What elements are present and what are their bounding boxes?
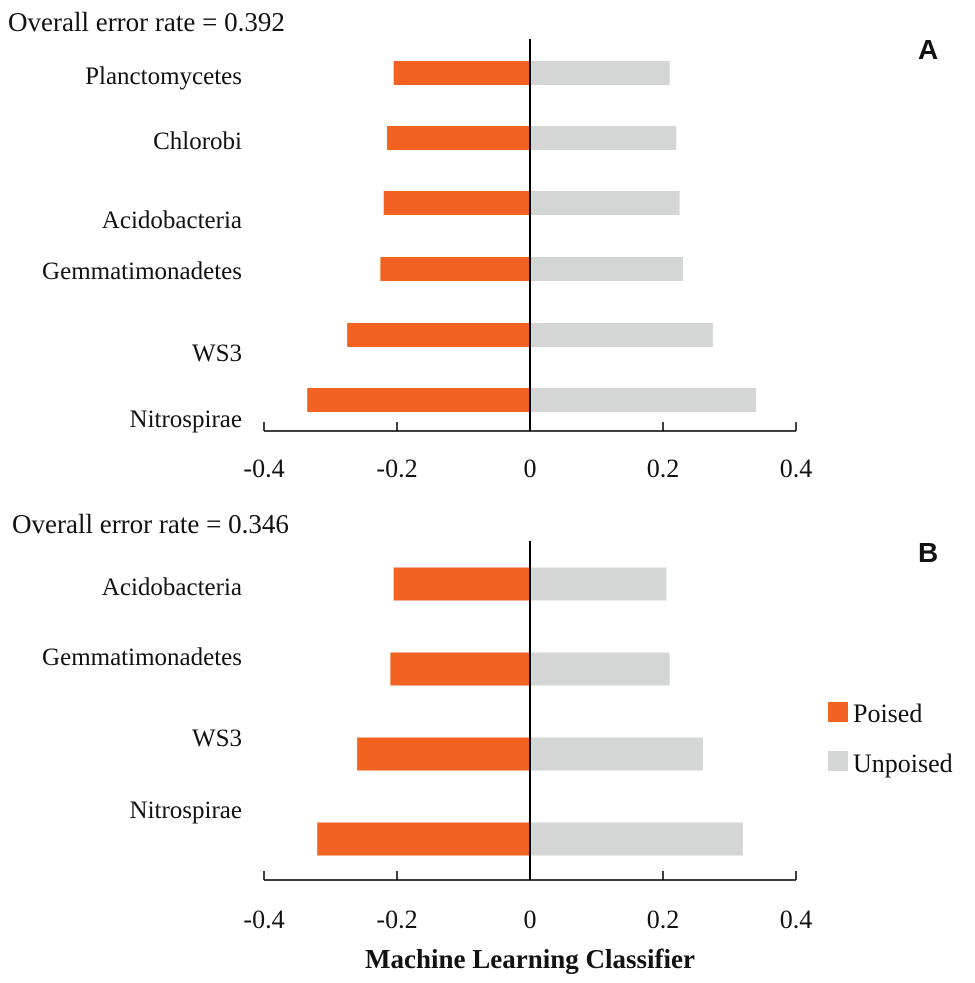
panel-b-category-label: Nitrospirae xyxy=(130,797,242,824)
panel-a-bar-poised-ws3 xyxy=(347,323,530,347)
panel-b-category-label: Acidobacteria xyxy=(102,574,242,601)
panel-b-label: B xyxy=(918,537,938,568)
panel-a-bar-unpoised-ws3 xyxy=(530,323,713,347)
legend-unpoised-swatch xyxy=(828,751,848,771)
panel-a-bar-poised-planctomycetes xyxy=(393,61,530,85)
panel-b-bar-poised-gemmatimonadetes xyxy=(390,652,530,686)
panel-b-x-tick-label: 0.2 xyxy=(647,905,680,934)
legend-poised-label: Poised xyxy=(853,699,922,728)
panel-b-x-tick-label: 0 xyxy=(524,905,537,934)
panel-b-x-tick-label: -0.2 xyxy=(376,905,417,934)
panel-a-bar-poised-chlorobi xyxy=(387,126,530,150)
panel-a-category-label: WS3 xyxy=(192,340,242,367)
panel-a-bar-unpoised-planctomycetes xyxy=(530,61,670,85)
panel-a-title: Overall error rate = 0.392 xyxy=(8,7,285,37)
panel-a-x-tick-label: 0.2 xyxy=(647,454,680,483)
panel-b-x-tick-label: -0.4 xyxy=(243,905,284,934)
panel-a-x-tick-label: 0.4 xyxy=(780,454,813,483)
panel-a-label: A xyxy=(918,34,938,65)
panel-b-bar-unpoised-gemmatimonadetes xyxy=(530,652,670,686)
panel-a-x-tick-label: -0.4 xyxy=(243,454,284,483)
panel-a-category-label: Gemmatimonadetes xyxy=(42,258,242,285)
panel-a-bar-poised-nitrospirae xyxy=(307,388,530,412)
panel-a-bar-unpoised-acidobacteria xyxy=(530,191,680,215)
panel-a-category-label: Planctomycetes xyxy=(85,63,242,90)
panel-a-bar-poised-acidobacteria xyxy=(383,191,530,215)
panel-a-x-tick-label: -0.2 xyxy=(376,454,417,483)
panel-a-category-label: Chlorobi xyxy=(153,128,242,155)
panel-b: Acidobacteria Gemmatimonadetes WS3 Nitrospi… xyxy=(42,541,812,934)
panel-b-category-label: Gemmatimonadetes xyxy=(42,644,242,671)
panel-b-bar-poised-acidobacteria xyxy=(393,567,530,601)
x-axis-title: Machine Learning Classifier xyxy=(365,944,695,974)
panel-a-category-label: Nitrospirae xyxy=(130,406,242,433)
legend: Poised Unpoised xyxy=(828,699,953,778)
panel-b-title: Overall error rate = 0.346 xyxy=(12,509,289,539)
panel-a-bar-unpoised-gemmatimonadetes xyxy=(530,257,683,281)
panel-a: Planctomycetes Chlorobi Acidobacteria Gemma… xyxy=(42,39,812,483)
panel-b-bar-poised-ws3 xyxy=(357,737,530,771)
panel-a-category-label: Acidobacteria xyxy=(102,207,242,234)
panel-b-bar-unpoised-acidobacteria xyxy=(530,567,667,601)
panel-b-bar-poised-nitrospirae xyxy=(317,822,530,856)
legend-poised-swatch xyxy=(828,702,848,722)
panel-b-bar-unpoised-ws3 xyxy=(530,737,703,771)
panel-b-x-tick-label: 0.4 xyxy=(780,905,813,934)
panel-a-bar-poised-gemmatimonadetes xyxy=(380,257,530,281)
legend-unpoised-label: Unpoised xyxy=(853,749,953,778)
panel-a-x-tick-label: 0 xyxy=(524,454,537,483)
panel-b-category-label: WS3 xyxy=(192,725,242,752)
panel-b-bar-unpoised-nitrospirae xyxy=(530,822,743,856)
panel-a-bar-unpoised-nitrospirae xyxy=(530,388,757,412)
panel-a-bar-unpoised-chlorobi xyxy=(530,126,677,150)
